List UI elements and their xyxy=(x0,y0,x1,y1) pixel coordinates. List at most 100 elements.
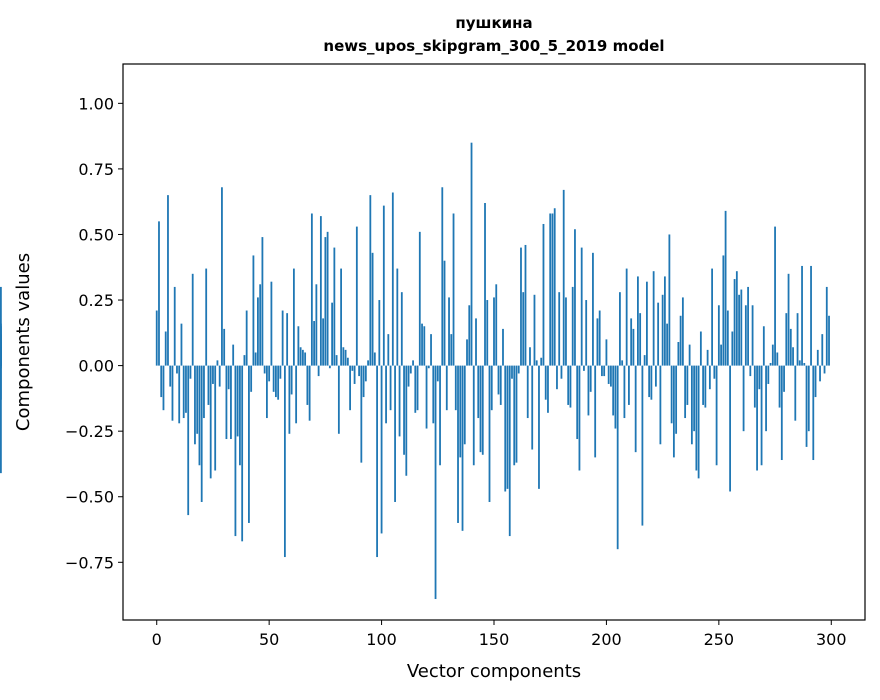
bar xyxy=(583,365,585,371)
bar xyxy=(416,365,419,411)
bar xyxy=(816,349,819,366)
bar xyxy=(268,365,271,382)
bar xyxy=(245,310,248,366)
bar xyxy=(749,365,752,377)
bar xyxy=(648,365,651,398)
bar xyxy=(254,352,257,366)
bar xyxy=(708,365,711,390)
y-tick-label: 0.75 xyxy=(78,160,114,179)
bar xyxy=(187,365,190,516)
bar xyxy=(686,365,689,405)
bar xyxy=(603,365,606,377)
bar xyxy=(765,365,767,432)
bar xyxy=(715,365,718,466)
bar xyxy=(621,360,624,366)
bar xyxy=(549,213,552,366)
bar xyxy=(756,365,758,471)
bar xyxy=(771,344,774,366)
bar xyxy=(812,365,815,461)
bar xyxy=(814,365,817,398)
bar xyxy=(259,284,262,366)
bar xyxy=(558,292,561,366)
bar xyxy=(225,365,228,440)
bar xyxy=(0,365,2,400)
bar xyxy=(481,365,484,455)
bar xyxy=(400,292,403,366)
bar xyxy=(616,365,619,550)
bar xyxy=(403,365,405,455)
bar xyxy=(753,365,756,408)
x-axis-ticks: 0 50 100 150 200 250 300 xyxy=(152,620,847,649)
bar xyxy=(200,365,203,502)
bar xyxy=(358,365,360,377)
bar xyxy=(218,365,221,387)
bar xyxy=(252,255,255,366)
bar xyxy=(646,281,648,366)
bar xyxy=(776,352,779,366)
bar xyxy=(805,365,808,447)
bar xyxy=(798,360,801,366)
bar xyxy=(672,365,675,458)
y-tick-label: 0.25 xyxy=(78,291,114,310)
bar xyxy=(531,365,534,450)
bar xyxy=(801,265,803,366)
bar xyxy=(789,328,792,366)
bar xyxy=(738,294,740,366)
bar xyxy=(641,365,644,526)
y-tick-label: −0.50 xyxy=(65,488,114,507)
bar xyxy=(499,365,502,405)
bar xyxy=(351,365,354,371)
bar xyxy=(774,226,776,366)
bar xyxy=(578,365,581,471)
bar xyxy=(194,365,196,445)
bar xyxy=(677,342,680,366)
bar xyxy=(769,362,772,366)
bar xyxy=(169,365,172,387)
bar xyxy=(747,286,749,366)
bar xyxy=(409,365,412,374)
y-tick-label: −0.25 xyxy=(65,422,114,441)
bar xyxy=(423,326,426,366)
bar xyxy=(450,334,453,366)
bar xyxy=(529,347,531,366)
bar xyxy=(236,365,239,437)
bar xyxy=(767,365,770,384)
bar xyxy=(221,187,223,366)
bar xyxy=(619,292,621,366)
bar xyxy=(819,365,821,382)
bar xyxy=(760,365,763,466)
bar xyxy=(299,347,302,366)
bar xyxy=(697,365,700,479)
bar xyxy=(353,365,356,384)
x-tick-label: 100 xyxy=(366,630,397,649)
bar xyxy=(463,365,466,445)
bar xyxy=(625,268,628,366)
bar xyxy=(666,323,669,366)
bar xyxy=(189,365,192,379)
bar xyxy=(540,357,543,366)
bar xyxy=(360,365,363,463)
bar xyxy=(668,234,671,366)
bar xyxy=(610,365,612,387)
bar xyxy=(227,365,230,390)
bar xyxy=(493,297,495,366)
bar xyxy=(191,273,194,366)
bar xyxy=(337,365,340,434)
bar xyxy=(565,297,567,366)
x-tick-label: 50 xyxy=(259,630,279,649)
bar xyxy=(176,365,178,374)
bar xyxy=(439,365,441,466)
bar xyxy=(502,328,504,366)
bar xyxy=(729,365,731,492)
bar xyxy=(783,365,785,392)
bar xyxy=(740,289,743,366)
bar xyxy=(704,365,707,408)
bar xyxy=(661,294,664,366)
bar xyxy=(313,321,316,366)
bar xyxy=(304,352,307,366)
bar xyxy=(657,302,660,366)
bar xyxy=(205,268,208,366)
bar xyxy=(486,300,489,366)
bar xyxy=(758,365,761,390)
bar xyxy=(286,313,289,366)
